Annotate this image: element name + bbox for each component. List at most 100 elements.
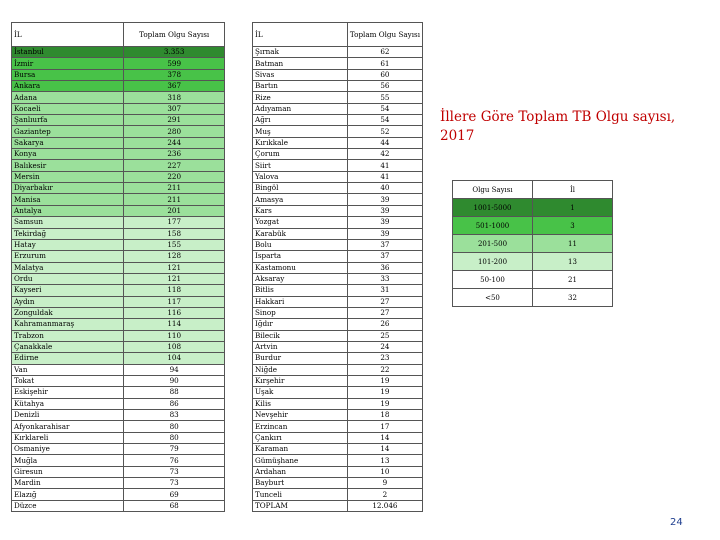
province-name: Aydın [10, 295, 125, 308]
table-row: Muş 52 [252, 125, 424, 138]
case-count: 318 [123, 91, 225, 104]
table-row: Muğla 76 [10, 454, 225, 467]
table-row: Kütahya 86 [10, 397, 225, 411]
table-row: Aksaray 33 [252, 272, 424, 286]
province-name: İzmir [10, 57, 125, 70]
case-count: 86 [123, 397, 225, 411]
case-count: 90 [123, 374, 225, 388]
case-count: 60 [346, 68, 424, 82]
province-name: Diyarbakır [10, 182, 125, 195]
table-row: Çanakkale 108 [10, 340, 225, 354]
case-count: 177 [123, 216, 225, 229]
case-count: 158 [123, 227, 225, 240]
table-row: Malatya 121 [10, 261, 225, 274]
case-count: 236 [123, 148, 225, 161]
table-row: Giresun 73 [10, 465, 225, 479]
table-row: Karaman 14 [252, 443, 424, 456]
case-count: 25 [346, 329, 424, 342]
table-row: İzmir 599 [10, 57, 225, 70]
province-name: Gümüşhane [252, 454, 348, 467]
table-row: Antalya 201 [10, 204, 225, 218]
legend-row: 50-100 21 [452, 270, 613, 289]
table-row: Adıyaman 54 [252, 102, 424, 116]
table-row: TOPLAM 12.046 [252, 499, 424, 513]
table-row: Nevşehir 18 [252, 408, 424, 422]
case-count: 42 [346, 148, 424, 161]
case-count: 94 [123, 363, 225, 376]
case-count: 31 [346, 284, 424, 297]
case-count: 227 [123, 159, 225, 172]
province-name: Bilecik [252, 329, 348, 342]
case-count: 220 [123, 170, 225, 184]
table-row: Osmaniye 79 [10, 443, 225, 456]
province-name: Giresun [10, 465, 125, 479]
column-header-il: İL [10, 22, 125, 47]
case-count: 26 [346, 318, 424, 331]
table-body: İstanbul 3.353 İzmir 599 Bursa 378 Ankara 367 Ad… [10, 45, 225, 513]
case-count: 23 [346, 352, 424, 365]
table-row: Ağrı 54 [252, 114, 424, 127]
province-name: Iğdır [252, 318, 348, 331]
table-row: Düzce 68 [10, 499, 225, 513]
case-count: 599 [123, 57, 225, 70]
legend-range: 201-500 [452, 234, 533, 253]
province-name: Bayburt [252, 477, 348, 490]
table-row: Yozgat 39 [252, 216, 424, 229]
table-row: Bilecik 25 [252, 329, 424, 342]
case-count: 9 [346, 477, 424, 490]
table-row: Karabük 39 [252, 227, 424, 240]
table-row: Denizli 83 [10, 408, 225, 422]
table-row: Sivas 60 [252, 68, 424, 82]
case-count: 39 [346, 216, 424, 229]
legend-count: 1 [532, 198, 613, 217]
table-row: Aydın 117 [10, 295, 225, 308]
province-name: Kırklareli [10, 431, 125, 445]
case-count: 80 [123, 431, 225, 445]
legend-range: <50 [452, 288, 533, 307]
province-name: Isparta [252, 250, 348, 263]
case-count: 19 [346, 386, 424, 399]
table-row: Van 94 [10, 363, 225, 376]
slide-title: İllere Göre Toplam TB Olgu sayısı, 2017 [440, 109, 676, 144]
table-row: Ankara 367 [10, 80, 225, 93]
province-name: Amasya [252, 193, 348, 206]
table-row: Kars 39 [252, 204, 424, 218]
column-header-count: Toplam Olgu Sayısı [346, 22, 424, 47]
table-row: Zonguldak 116 [10, 306, 225, 320]
province-name: Denizli [10, 408, 125, 422]
table-row: Şanlıurfa 291 [10, 114, 225, 127]
province-name: Erzincan [252, 420, 348, 433]
table-row: Ordu 121 [10, 272, 225, 286]
province-name: Balıkesir [10, 159, 125, 172]
legend-row: 1001-5000 1 [452, 198, 613, 217]
table-row: Mersin 220 [10, 170, 225, 184]
table-row: Elazığ 69 [10, 488, 225, 501]
case-count: 69 [123, 488, 225, 501]
case-count: 83 [123, 408, 225, 422]
case-count: 40 [346, 182, 424, 195]
province-name: Kütahya [10, 397, 125, 411]
legend-row: <50 32 [452, 288, 613, 307]
province-name: Çanakkale [10, 340, 125, 354]
province-name: İstanbul [10, 45, 125, 59]
table-row: Burdur 23 [252, 352, 424, 365]
province-name: Afyonkarahisar [10, 420, 125, 433]
province-name: Adana [10, 91, 125, 104]
table-body: Şırnak 62 Batman 61 Sivas 60 Bartın 56 Rize 55 Adı… [252, 45, 424, 513]
province-name: Tokat [10, 374, 125, 388]
case-count: 118 [123, 284, 225, 297]
province-name: Hakkari [252, 295, 348, 308]
case-count: 27 [346, 295, 424, 308]
table-row: Rize 55 [252, 91, 424, 104]
legend-header-count: Olgu Sayısı [452, 180, 533, 199]
table-row: Çorum 42 [252, 148, 424, 161]
province-name: Karaman [252, 443, 348, 456]
table-row: İstanbul 3.353 [10, 45, 225, 59]
case-count: 41 [346, 170, 424, 184]
province-name: Adıyaman [252, 102, 348, 116]
table-row: Tokat 90 [10, 374, 225, 388]
table-row: Hakkari 27 [252, 295, 424, 308]
legend-count: 32 [532, 288, 613, 307]
province-name: Bitlis [252, 284, 348, 297]
province-name: Yalova [252, 170, 348, 184]
